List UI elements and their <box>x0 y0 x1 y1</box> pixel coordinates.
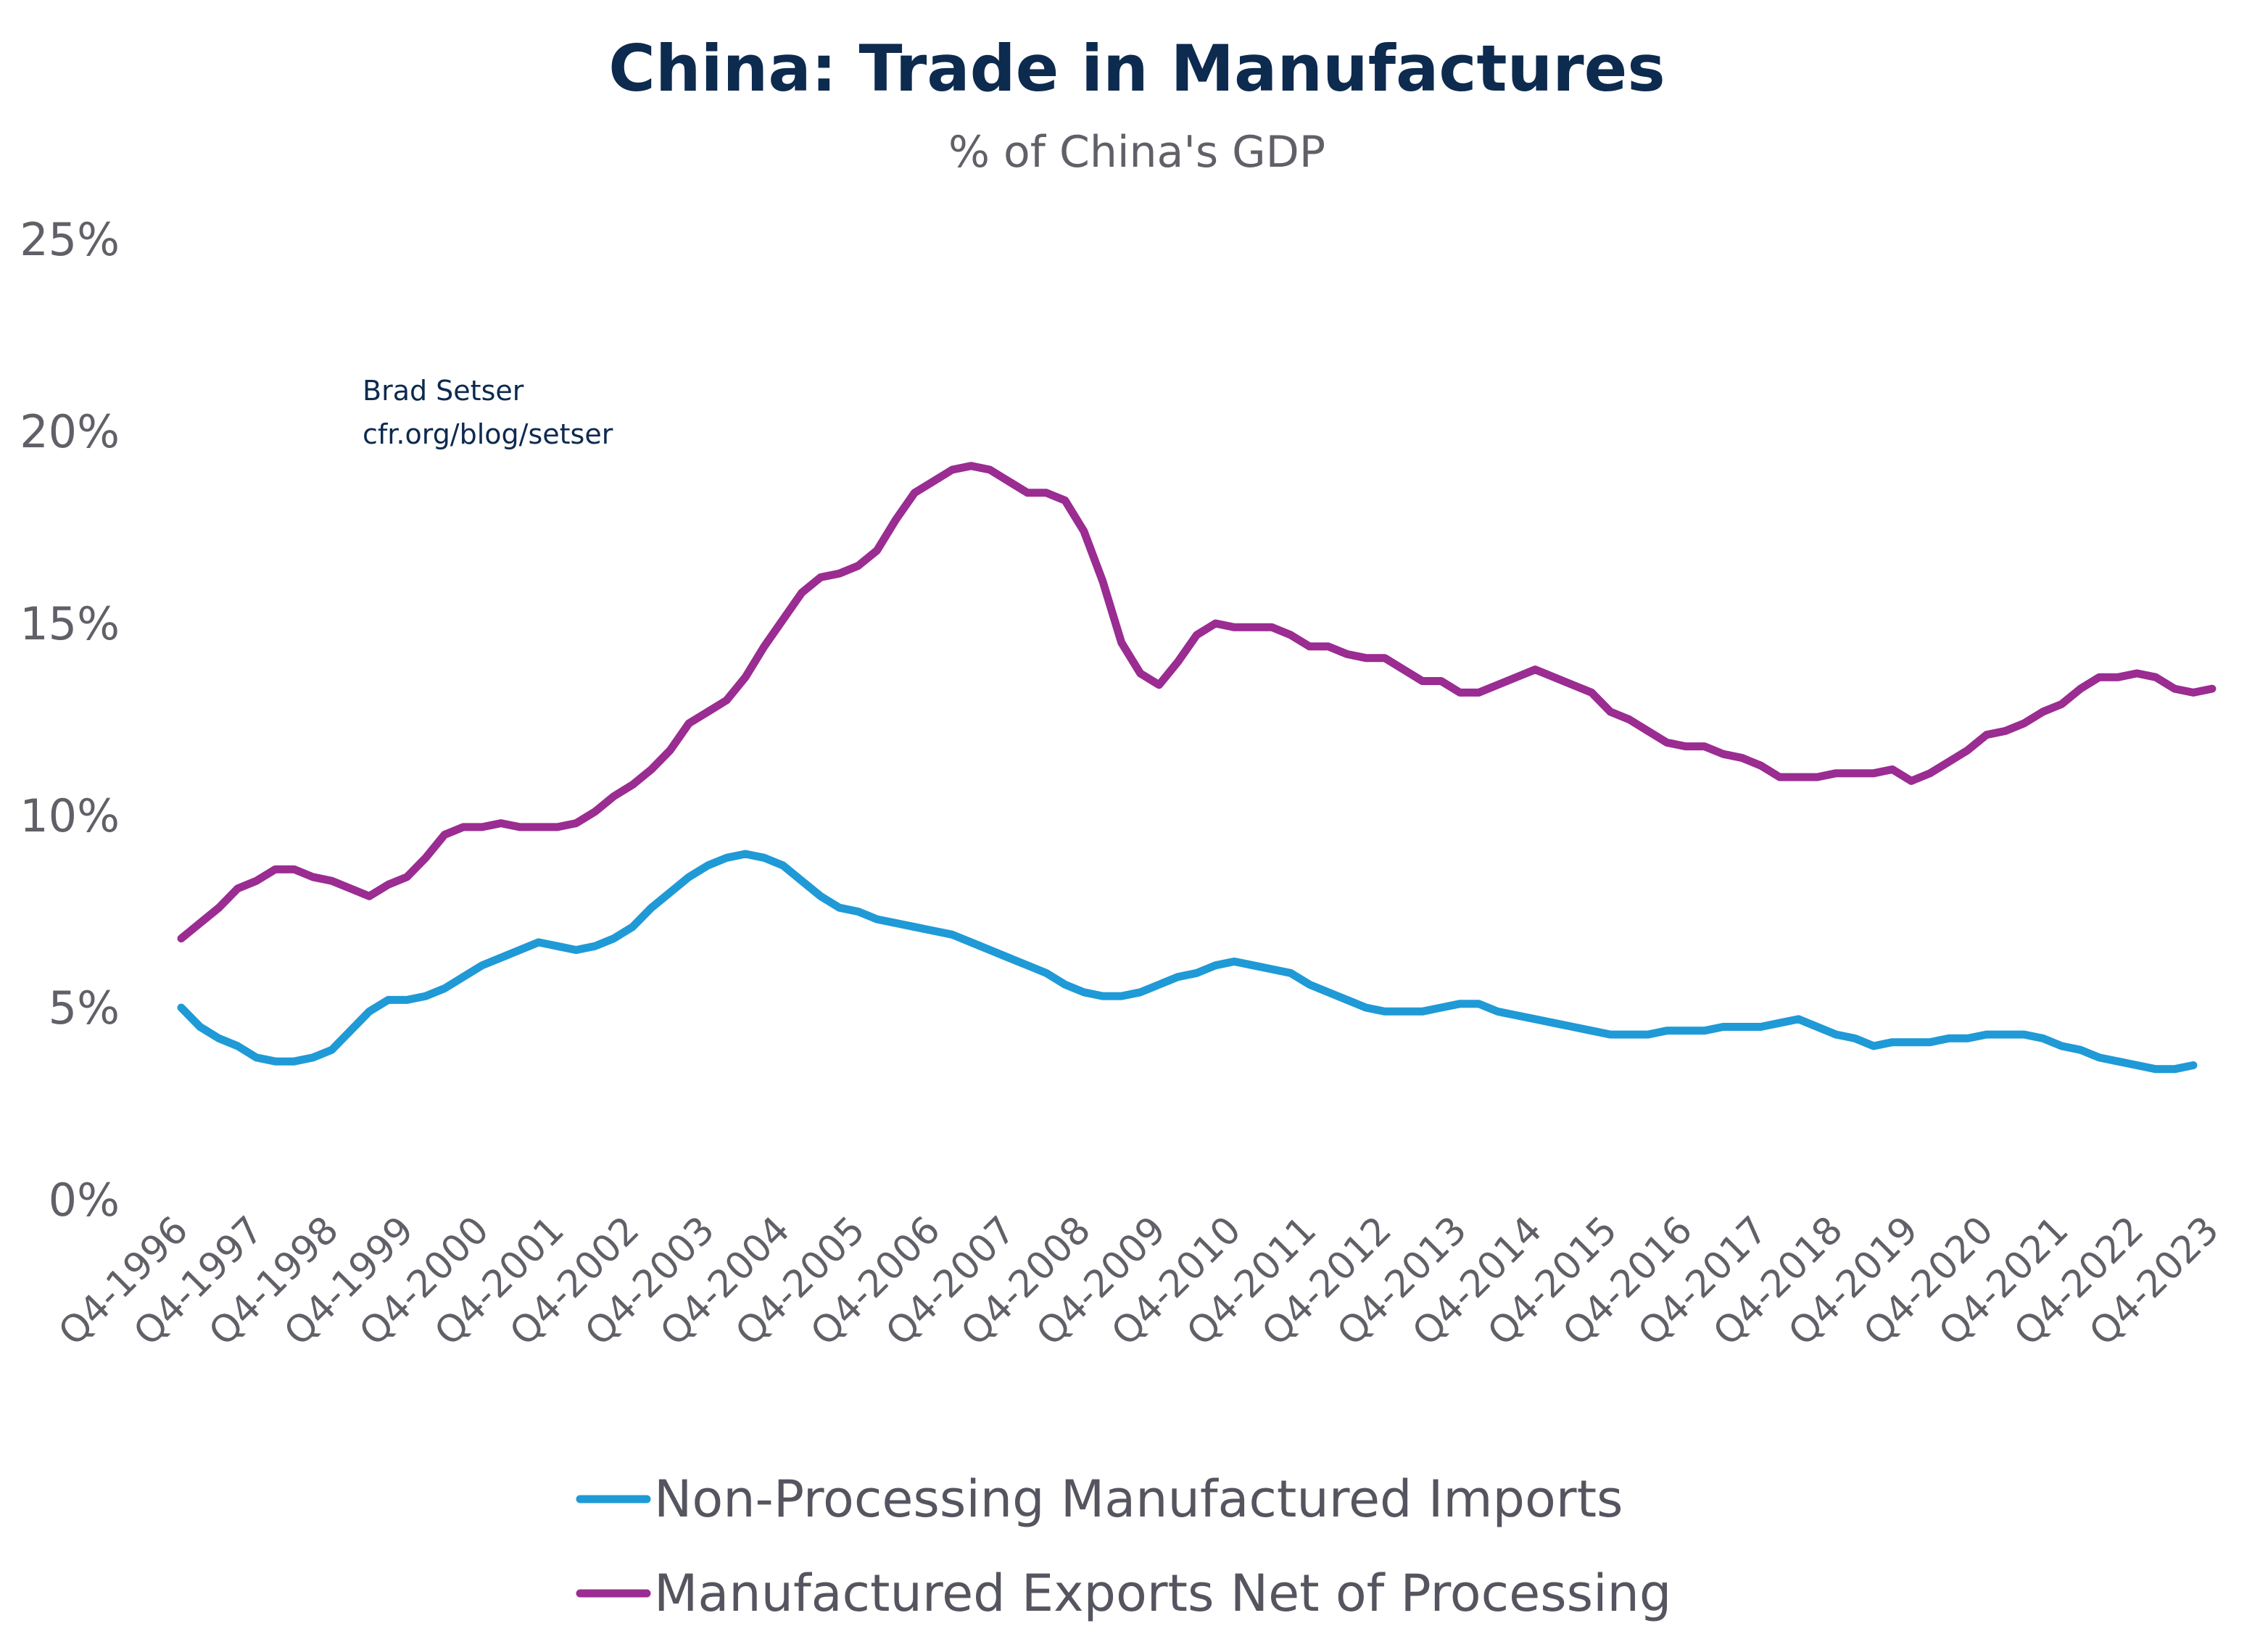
legend: Non-Processing Manufactured Imports Manu… <box>576 1469 1671 1623</box>
y-tick-label: 0% <box>49 1174 120 1227</box>
y-tick-label: 20% <box>20 405 120 458</box>
legend-label-imports: Non-Processing Manufactured Imports <box>654 1469 1623 1529</box>
chart-title: China: Trade in Manufactures <box>608 31 1665 106</box>
series-line-exports <box>177 462 2217 943</box>
y-tick-label: 25% <box>20 213 120 266</box>
y-tick-label: 10% <box>20 789 120 842</box>
y-tick-label: 5% <box>49 982 120 1034</box>
author-annotation: Brad Setser <box>363 375 524 407</box>
legend-label-exports: Manufactured Exports Net of Processing <box>654 1564 1671 1623</box>
series-line-imports <box>177 850 2198 1074</box>
y-tick-label: 15% <box>20 597 120 650</box>
x-axis: Q4-1996Q4-1997Q4-1998Q4-1999Q4-2000Q4-20… <box>51 1208 2228 1355</box>
chart-subtitle: % of China's GDP <box>948 127 1325 178</box>
y-axis: 0% 5% 10% 15% 20% 25% <box>20 213 120 1227</box>
source-annotation: cfr.org/blog/setser <box>363 418 613 450</box>
series-layer <box>177 462 2217 1074</box>
